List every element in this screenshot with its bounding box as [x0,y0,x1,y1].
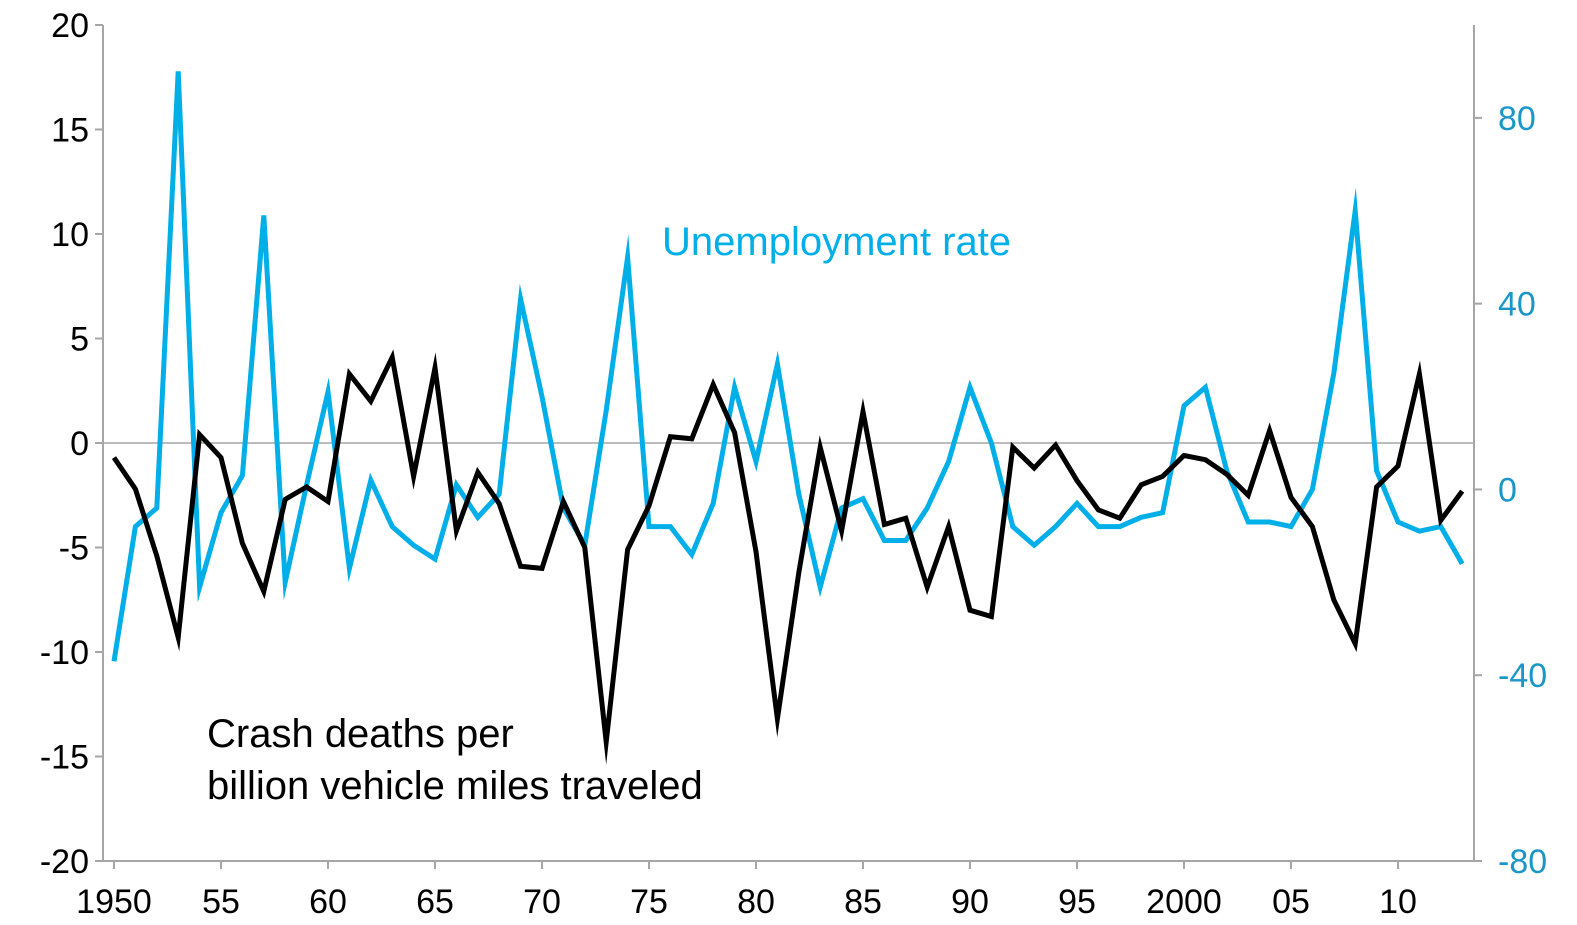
right-y-ticks: 80 40 0 -40 -80 [1474,100,1547,881]
x-tick-label: 70 [523,883,561,921]
series-lines [111,71,1465,765]
x-tick-label: 60 [309,883,347,921]
x-tick-label: 05 [1272,883,1310,921]
left-y-tick-label: 20 [51,7,89,45]
x-tick-label: 1950 [76,883,152,921]
left-y-tick-label: -15 [40,739,89,777]
series-line-crash-deaths [111,349,1465,765]
x-tick-label: 80 [737,883,775,921]
left-y-ticks: 20 15 10 5 0 -5 -10 -15 -20 [40,7,103,881]
right-y-tick-label: -40 [1498,657,1547,695]
series-label-crash-deaths-line2: billion vehicle miles traveled [207,764,703,808]
x-tick-label: 95 [1058,883,1096,921]
right-y-tick-label: 40 [1498,286,1536,324]
right-y-tick-label: 80 [1498,100,1536,138]
left-y-tick-label: 15 [51,112,89,150]
left-y-tick-label: 5 [70,321,89,359]
right-y-tick-label: 0 [1498,471,1517,509]
x-tick-label: 65 [416,883,454,921]
x-tick-label: 55 [202,883,240,921]
series-label-crash-deaths-line1: Crash deaths per [207,712,514,756]
x-tick-label: 10 [1379,883,1417,921]
left-y-tick-label: -5 [59,530,89,568]
series-label-unemployment-rate: Unemployment rate [662,220,1011,264]
left-y-tick-label: 10 [51,216,89,254]
left-y-tick-label: 0 [70,425,89,463]
x-tick-label: 90 [951,883,989,921]
x-tick-label: 75 [630,883,668,921]
left-y-tick-label: -20 [40,843,89,881]
x-tick-label: 85 [844,883,882,921]
right-y-tick-label: -80 [1498,843,1547,881]
series-line-unemployment-rate [111,71,1465,662]
left-y-tick-label: -10 [40,634,89,672]
x-ticks: 1950 55 60 65 70 75 80 85 90 95 2000 05 10 [76,861,1417,921]
x-tick-label: 2000 [1146,883,1222,921]
